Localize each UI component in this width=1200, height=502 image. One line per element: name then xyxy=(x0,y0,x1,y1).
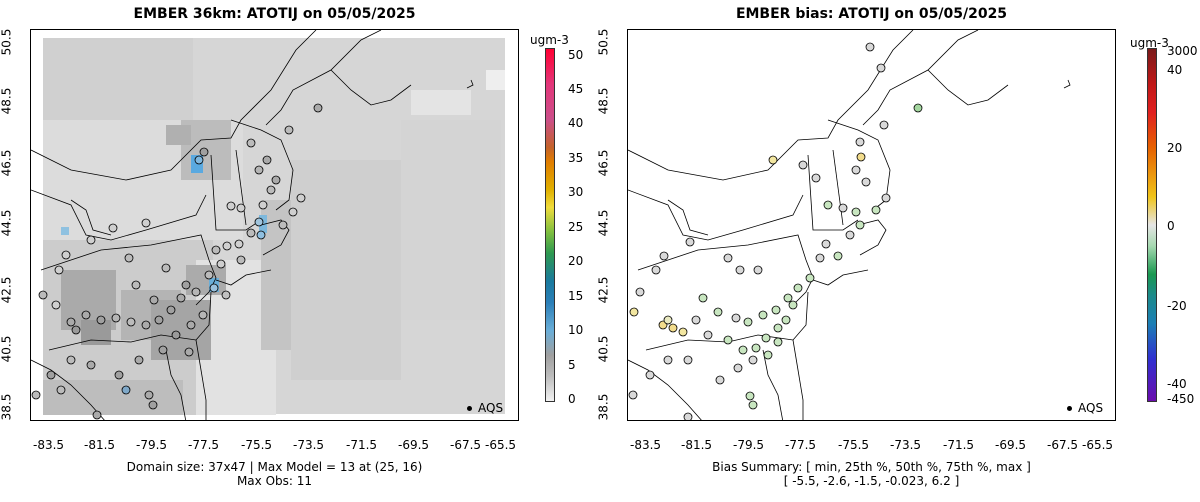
aqs-marker-icon xyxy=(1067,406,1072,411)
right-map-plot xyxy=(627,29,1116,421)
x-tick-label: -67.5 xyxy=(1047,438,1079,452)
left-footer-line2: Max Obs: 11 xyxy=(236,474,313,488)
x-tick-label: -75.5 xyxy=(838,438,870,452)
right-footer-line1: Bias Summary: [ min, 25th %, 50th %, 75t… xyxy=(712,460,1031,474)
colorbar-label: 15 xyxy=(568,289,584,303)
left-colorbar-unit: ugm-3 xyxy=(530,33,569,47)
right-colorbar xyxy=(1147,48,1157,402)
colorbar-label: 0 xyxy=(568,392,576,406)
y-tick-label: 46.5 xyxy=(0,149,14,177)
colorbar-label: 10 xyxy=(568,323,584,337)
y-tick-label: 38.5 xyxy=(596,393,611,421)
left-map-plot xyxy=(30,29,519,421)
x-tick-label: -65.5 xyxy=(1082,438,1114,452)
y-tick-label: 48.5 xyxy=(596,87,611,115)
x-tick-label: -79.5 xyxy=(136,438,168,452)
map-boundaries xyxy=(31,30,474,420)
colorbar-label: 40 xyxy=(568,116,584,130)
y-tick-label: 44.5 xyxy=(0,209,14,237)
colorbar-label: 30 xyxy=(568,185,584,199)
x-tick-label: -67.5 xyxy=(450,438,482,452)
colorbar-label: 5 xyxy=(568,358,576,372)
x-tick-label: -83.5 xyxy=(630,438,662,452)
x-tick-label: -69.5 xyxy=(995,438,1027,452)
right-footer-line2: [ -5.5, -2.6, -1.5, -0.023, 6.2 ] xyxy=(783,474,960,488)
y-tick-label: 50.5 xyxy=(0,28,14,56)
y-tick-label: 48.5 xyxy=(0,87,14,115)
y-tick-label: 40.5 xyxy=(0,335,14,363)
concentration-grid xyxy=(43,38,505,415)
colorbar-label: 35 xyxy=(568,151,584,165)
x-tick-label: -73.5 xyxy=(293,438,325,452)
colorbar-label: 20 xyxy=(1167,141,1183,155)
left-legend-aqs: AQS xyxy=(467,401,503,415)
colorbar-label: -40 xyxy=(1167,377,1187,391)
colorbar-label: 45 xyxy=(568,82,584,96)
colorbar-label: 50 xyxy=(568,48,584,62)
aqs-site-markers xyxy=(628,42,923,420)
colorbar-label: 25 xyxy=(568,220,584,234)
x-tick-label: -65.5 xyxy=(485,438,517,452)
y-tick-label: 46.5 xyxy=(596,149,611,177)
x-tick-label: -71.5 xyxy=(346,438,378,452)
x-tick-label: -79.5 xyxy=(733,438,765,452)
colorbar-label: -450 xyxy=(1167,392,1195,406)
right-legend-aqs: AQS xyxy=(1067,401,1103,415)
x-tick-label: -75.5 xyxy=(241,438,273,452)
colorbar-label: 40 xyxy=(1167,63,1183,77)
colorbar-label: 0 xyxy=(1167,219,1175,233)
y-tick-label: 50.5 xyxy=(596,28,611,56)
x-tick-label: -81.5 xyxy=(681,438,713,452)
left-footer-line1: Domain size: 37x47 | Max Model = 13 at (… xyxy=(126,460,423,474)
right-colorbar-unit: ugm-3 xyxy=(1130,36,1169,50)
colorbar-label: 20 xyxy=(568,254,584,268)
right-panel-title: EMBER bias: ATOTIJ on 05/05/2025 xyxy=(735,6,1008,22)
x-tick-label: -73.5 xyxy=(890,438,922,452)
colorbar-label: -20 xyxy=(1167,299,1187,313)
x-tick-label: -71.5 xyxy=(943,438,975,452)
legend-label: AQS xyxy=(1078,401,1104,415)
y-tick-label: 42.5 xyxy=(596,276,611,304)
aqs-marker-icon xyxy=(467,406,472,411)
x-tick-label: -83.5 xyxy=(33,438,65,452)
y-tick-label: 42.5 xyxy=(0,276,14,304)
left-colorbar xyxy=(545,48,555,402)
aqs-site-markers xyxy=(31,103,323,420)
x-tick-label: -81.5 xyxy=(84,438,116,452)
y-tick-label: 40.5 xyxy=(596,335,611,363)
left-panel-title: EMBER 36km: ATOTIJ on 05/05/2025 xyxy=(133,6,416,22)
x-tick-label: -77.5 xyxy=(188,438,220,452)
x-tick-label: -77.5 xyxy=(785,438,817,452)
y-tick-label: 44.5 xyxy=(596,209,611,237)
legend-label: AQS xyxy=(478,401,504,415)
x-tick-label: -69.5 xyxy=(398,438,430,452)
colorbar-label: 3000 xyxy=(1167,44,1198,58)
y-tick-label: 38.5 xyxy=(0,393,14,421)
map-boundaries xyxy=(628,30,1071,420)
